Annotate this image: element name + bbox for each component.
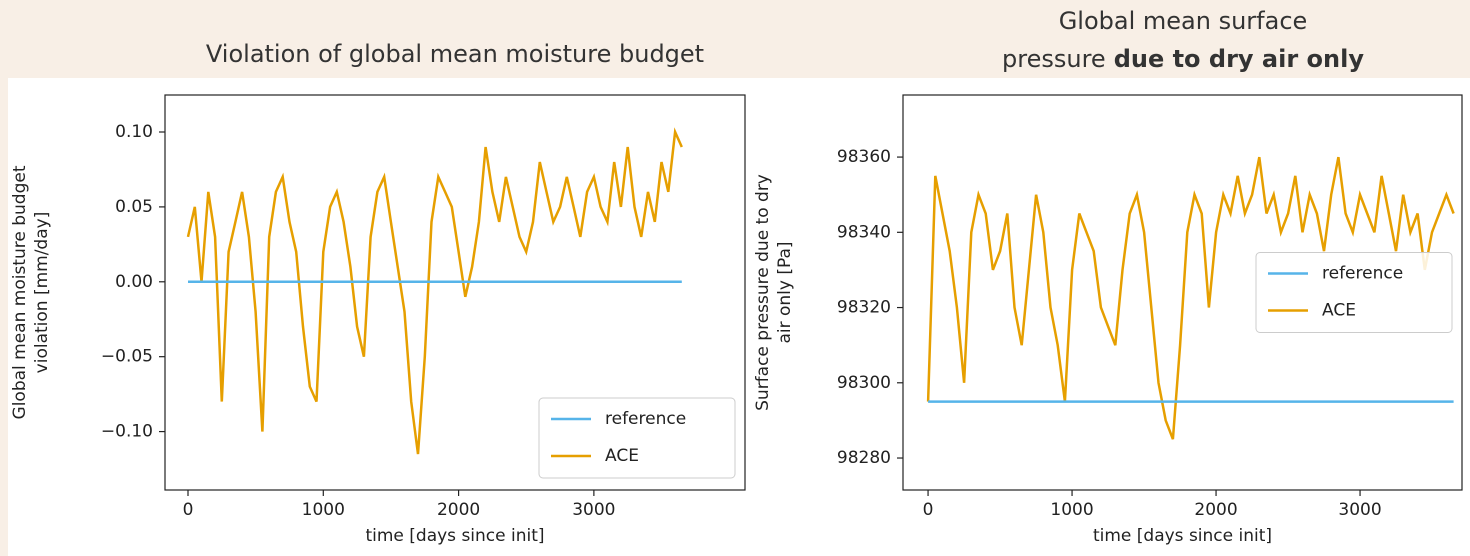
- x-tick-label: 1000: [302, 500, 345, 520]
- y-tick-label: 98340: [837, 222, 891, 242]
- x-tick-label: 3000: [572, 500, 615, 520]
- legend-label: reference: [1322, 264, 1403, 284]
- y-tick-label: 98360: [837, 147, 891, 167]
- series-line: [186, 127, 683, 455]
- title-part: pressure: [1002, 45, 1106, 73]
- x-axis-label: time [days since init]: [365, 526, 544, 546]
- x-axis-label: time [days since init]: [1093, 526, 1272, 546]
- x-tick-label: 2000: [1194, 500, 1237, 520]
- y-tick-label: −0.05: [101, 347, 153, 367]
- y-axis-label: violation [mm/day]: [32, 212, 52, 374]
- y-tick-label: 98280: [837, 448, 891, 468]
- title-bold: due to dry air only: [1114, 45, 1365, 73]
- y-tick-label: 0.05: [115, 197, 153, 217]
- y-axis-label: Global mean moisture budget: [10, 165, 30, 419]
- legend-label: ACE: [605, 446, 639, 466]
- legend-label: reference: [605, 409, 686, 429]
- legend-label: ACE: [1322, 301, 1356, 321]
- y-tick-label: −0.10: [101, 422, 153, 442]
- x-tick-label: 1000: [1050, 500, 1093, 520]
- x-tick-label: 3000: [1338, 500, 1381, 520]
- y-tick-label: 0.10: [115, 122, 153, 142]
- y-tick-label: 0.00: [115, 272, 153, 292]
- x-tick-label: 2000: [437, 500, 480, 520]
- x-tick-label: 0: [183, 500, 194, 520]
- chart-title: Violation of global mean moisture budget: [206, 40, 704, 68]
- chart-title: pressure due to dry air only: [1002, 45, 1364, 73]
- y-axis-label: air only [Pa]: [775, 241, 795, 343]
- series-line: [926, 156, 1455, 440]
- y-tick-label: 98300: [837, 373, 891, 393]
- chart-title: Global mean surface: [1059, 7, 1308, 35]
- plot-frame: [164, 94, 746, 491]
- x-tick-label: 0: [923, 500, 934, 520]
- y-axis-label: Surface pressure due to dry: [753, 174, 773, 411]
- plot-frame: [902, 94, 1463, 491]
- y-tick-label: 98320: [837, 298, 891, 318]
